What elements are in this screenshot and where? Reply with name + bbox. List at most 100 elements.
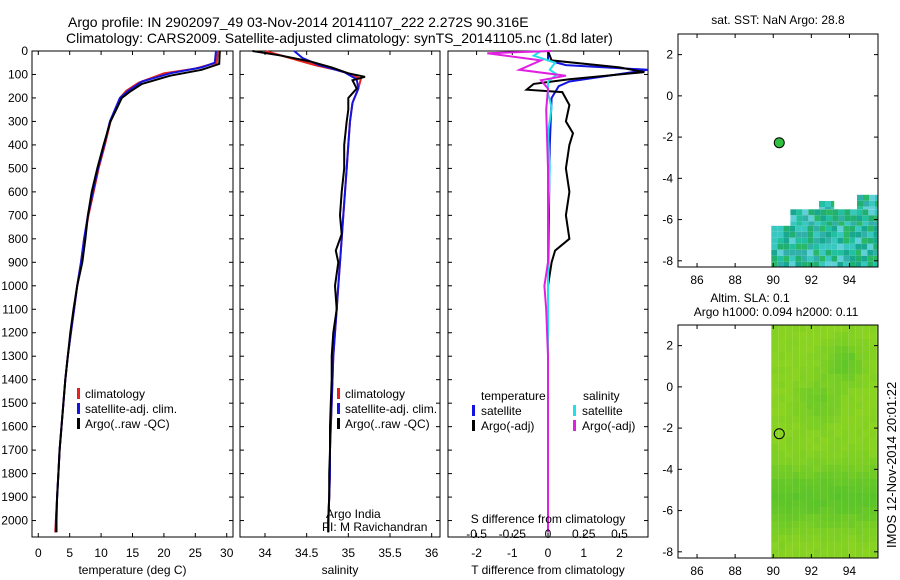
map-cell	[825, 237, 832, 244]
map-cell	[855, 409, 863, 416]
map-cell	[855, 430, 863, 437]
map-cell	[785, 367, 793, 374]
map-cell	[806, 367, 814, 374]
map-cell	[799, 367, 807, 374]
map-cell	[771, 231, 778, 238]
map-cell	[834, 416, 842, 423]
map-cell	[806, 486, 814, 493]
map-cell	[876, 542, 878, 549]
x-tick-label: -2	[471, 546, 482, 560]
map-cell	[792, 465, 800, 472]
map-cell	[827, 500, 835, 507]
map-cell	[876, 444, 878, 451]
map-cell	[820, 479, 828, 486]
map-cell	[855, 451, 863, 458]
map-cell	[799, 514, 807, 521]
map-cell	[869, 367, 877, 374]
map-cell	[820, 388, 828, 395]
map-cell	[837, 249, 844, 256]
map-cell	[813, 423, 821, 430]
map-cell	[844, 221, 851, 226]
map-cell	[813, 542, 821, 549]
map-cell	[771, 353, 779, 360]
map-cell	[785, 374, 793, 381]
map-cell	[819, 261, 826, 267]
map-cell	[841, 381, 849, 388]
map-cell	[813, 416, 821, 423]
map-cell	[863, 194, 869, 201]
map-cell	[813, 325, 821, 332]
map-cell	[848, 325, 856, 332]
salinity-frame	[239, 50, 441, 538]
map-cell	[876, 346, 878, 353]
map-cell	[869, 486, 877, 493]
map-cell	[792, 493, 800, 500]
map-cell	[819, 237, 826, 244]
map-cell	[876, 500, 878, 507]
map-cell	[869, 507, 877, 514]
map-cell	[869, 444, 877, 451]
map-cell	[789, 249, 796, 256]
x-tick-label: 5	[66, 546, 73, 560]
y-tick-label: 0	[666, 89, 673, 103]
x-tick-label-salinity: -0.5	[466, 527, 487, 541]
map-cell	[841, 346, 849, 353]
y-tick-label: 1300	[1, 349, 28, 363]
map-cell	[848, 430, 856, 437]
map-cell	[792, 528, 800, 535]
map-cell	[841, 507, 849, 514]
map-cell	[771, 521, 779, 528]
map-cell	[869, 514, 877, 521]
map-cell	[792, 388, 800, 395]
map-cell	[792, 353, 800, 360]
map-cell	[778, 458, 786, 465]
map-cell	[806, 465, 814, 472]
map-cell	[849, 249, 856, 256]
map-cell	[827, 542, 835, 549]
map-cell	[806, 514, 814, 521]
x-tick-label: 92	[805, 564, 819, 578]
map-cell	[813, 528, 821, 535]
argo-position-marker	[773, 428, 785, 440]
map-cell	[796, 221, 803, 226]
map-cell	[792, 395, 800, 402]
map-cell	[778, 374, 786, 381]
map-cell	[862, 325, 870, 332]
annotation-pi: PI: M Ravichandran	[322, 520, 427, 534]
map-cell	[869, 493, 877, 500]
map-cell	[862, 556, 870, 558]
map-cell	[799, 388, 807, 395]
x-tick-label: 30	[220, 546, 234, 560]
map-cell	[834, 479, 842, 486]
map-cell	[792, 556, 800, 558]
map-cell	[834, 332, 842, 339]
map-cell	[777, 243, 784, 250]
map-cell	[862, 367, 870, 374]
map-cell	[771, 437, 779, 444]
map-cell	[850, 209, 857, 216]
map-cell	[869, 360, 877, 367]
map-cell	[855, 472, 863, 479]
series-line-climatology	[54, 50, 219, 533]
map-cell	[841, 325, 849, 332]
map-cell	[848, 381, 856, 388]
map-cell	[792, 430, 800, 437]
map-cell	[785, 325, 793, 332]
map-cell	[813, 535, 821, 542]
map-cell	[813, 500, 821, 507]
map-cell	[792, 542, 800, 549]
map-cell	[855, 486, 863, 493]
map-cell	[819, 243, 826, 250]
map-cell	[778, 353, 786, 360]
map-cell	[799, 402, 807, 409]
y-tick-label: 100	[8, 67, 28, 81]
map-cell	[869, 409, 877, 416]
map-cell	[771, 402, 779, 409]
map-cell	[806, 374, 814, 381]
series-line-argorawqc	[252, 50, 366, 533]
map-cell	[861, 261, 868, 267]
map-cell	[834, 465, 842, 472]
map-cell	[856, 221, 863, 226]
map-cell	[827, 465, 835, 472]
map-cell	[799, 542, 807, 549]
